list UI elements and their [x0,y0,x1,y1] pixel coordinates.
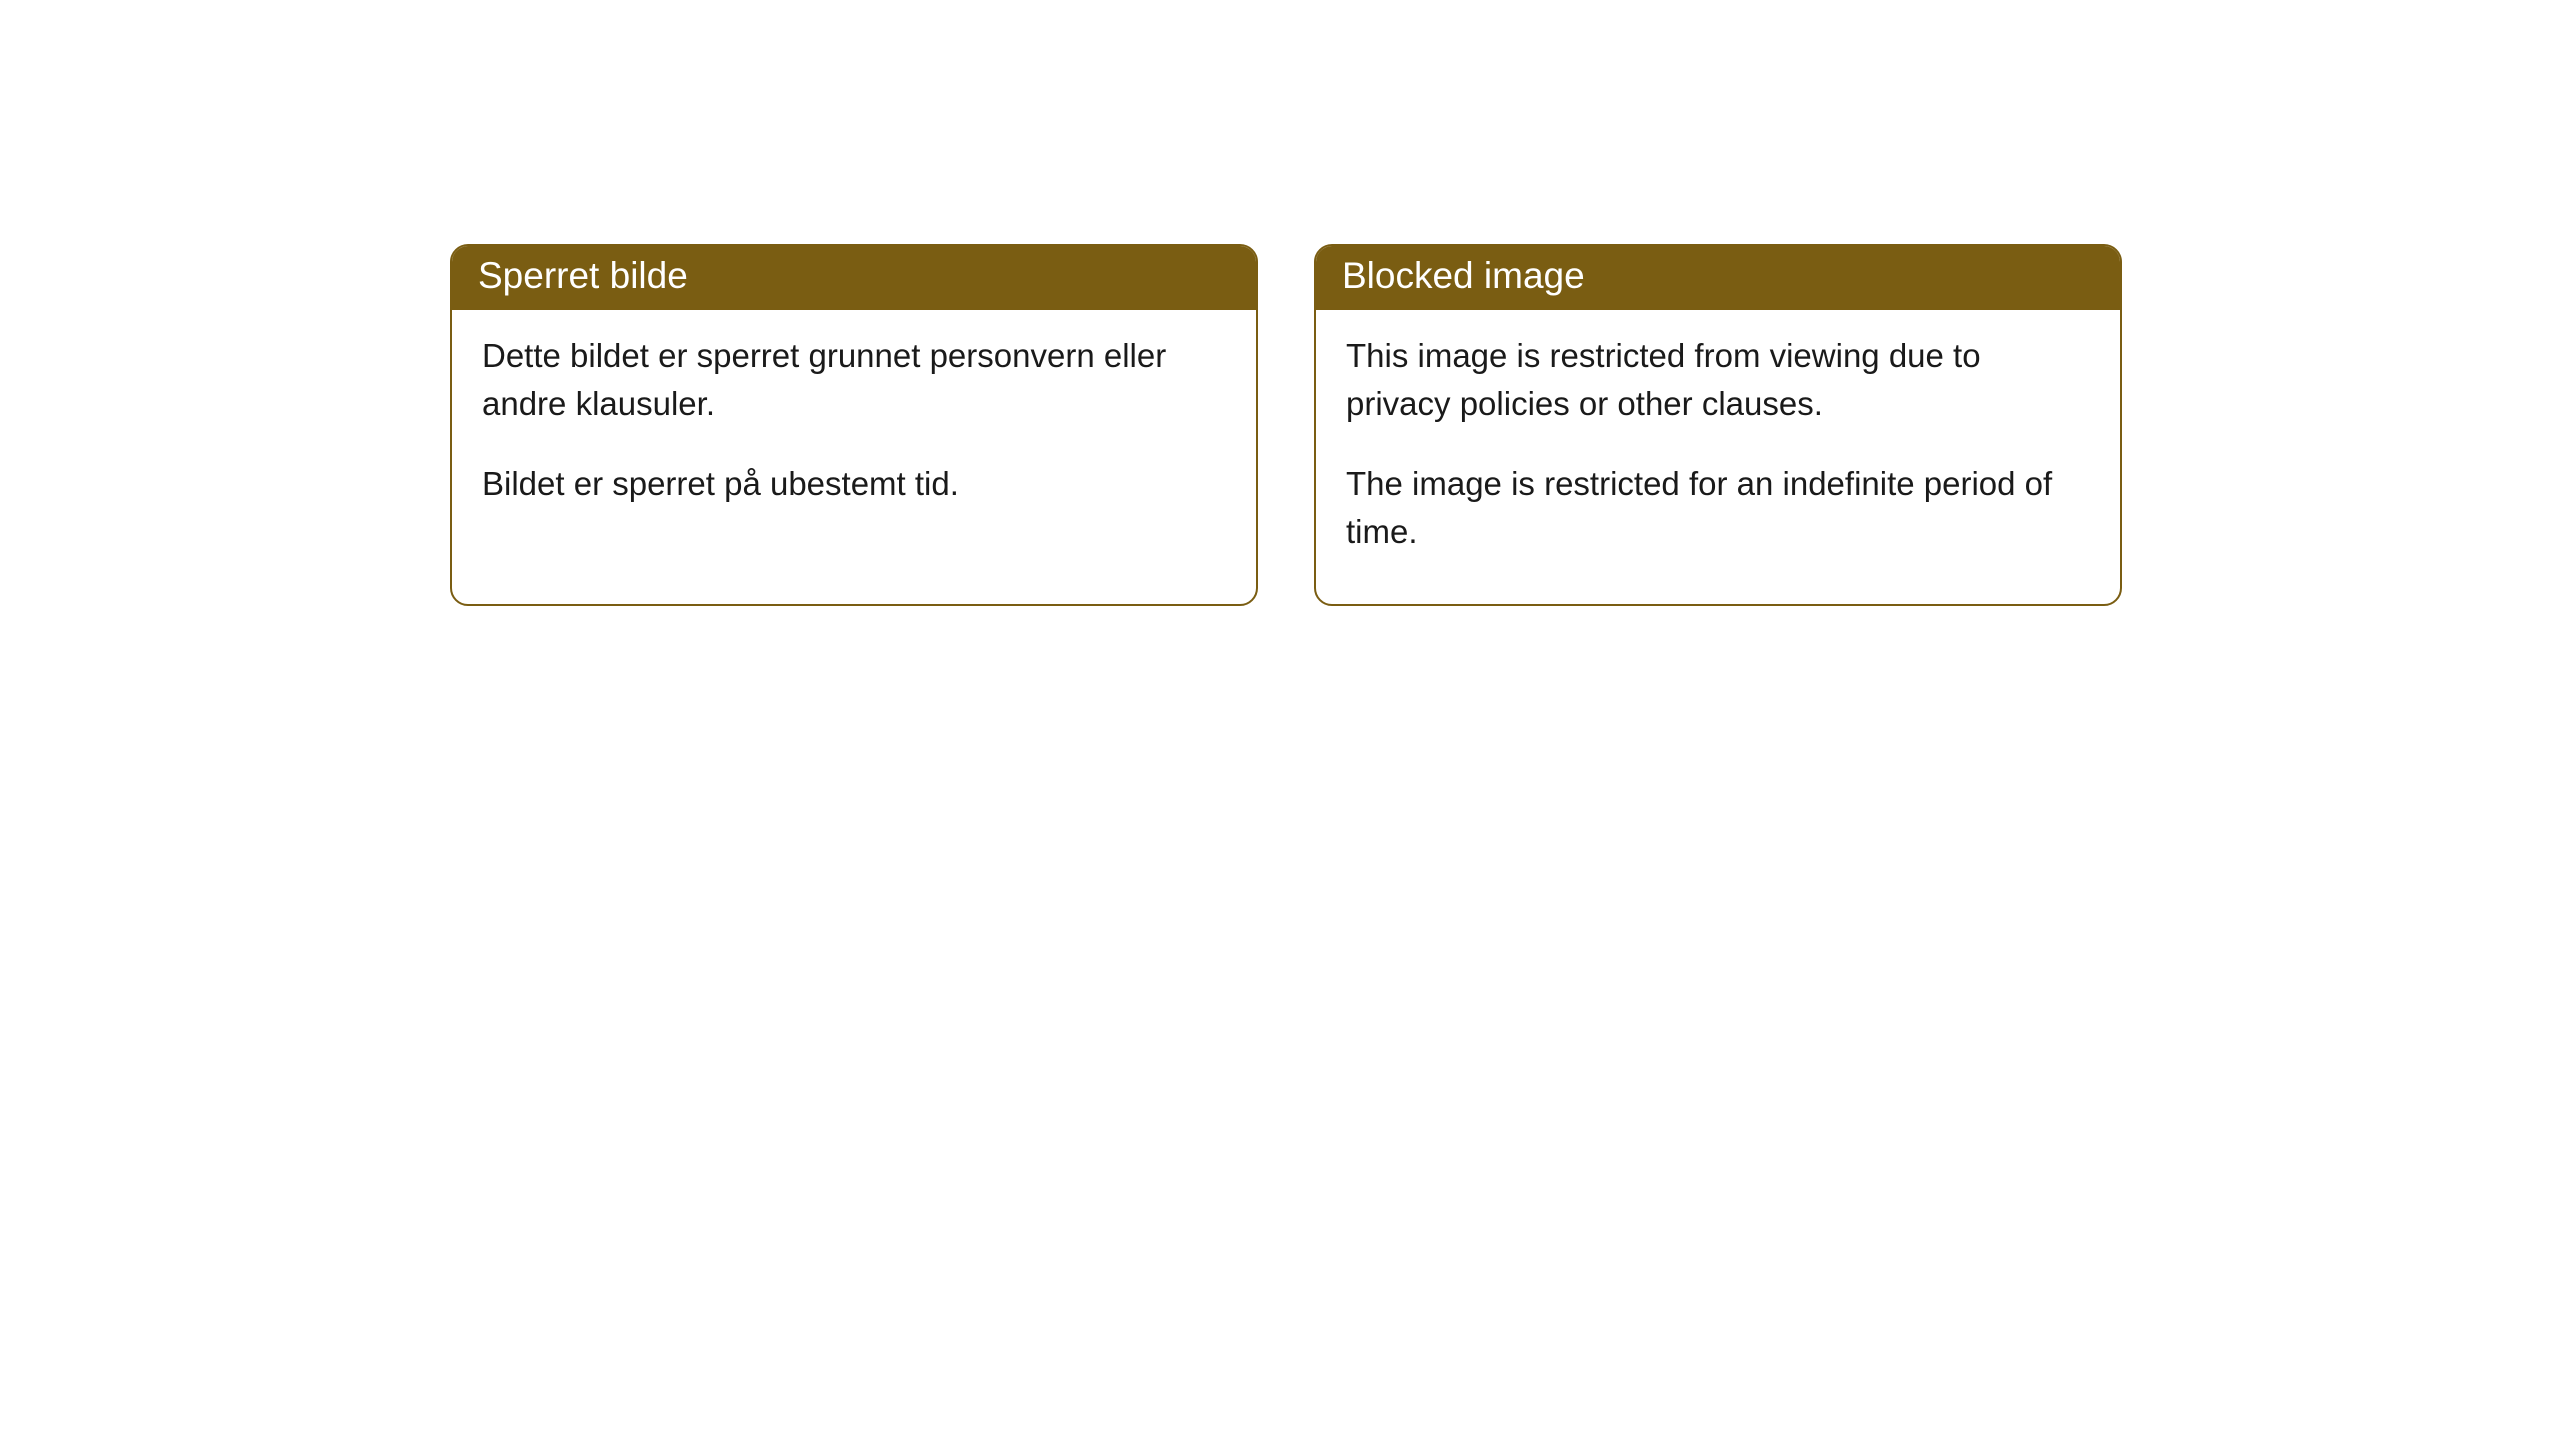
blocked-image-card-no: Sperret bilde Dette bildet er sperret gr… [450,244,1258,606]
notice-cards-container: Sperret bilde Dette bildet er sperret gr… [0,0,2560,606]
card-text-line-1: Dette bildet er sperret grunnet personve… [482,332,1226,428]
card-text-line-2: The image is restricted for an indefinit… [1346,460,2090,556]
card-text-line-2: Bildet er sperret på ubestemt tid. [482,460,1226,508]
card-header: Sperret bilde [452,246,1256,310]
card-body: This image is restricted from viewing du… [1316,310,2120,603]
card-text-line-1: This image is restricted from viewing du… [1346,332,2090,428]
blocked-image-card-en: Blocked image This image is restricted f… [1314,244,2122,606]
card-body: Dette bildet er sperret grunnet personve… [452,310,1256,556]
card-header: Blocked image [1316,246,2120,310]
